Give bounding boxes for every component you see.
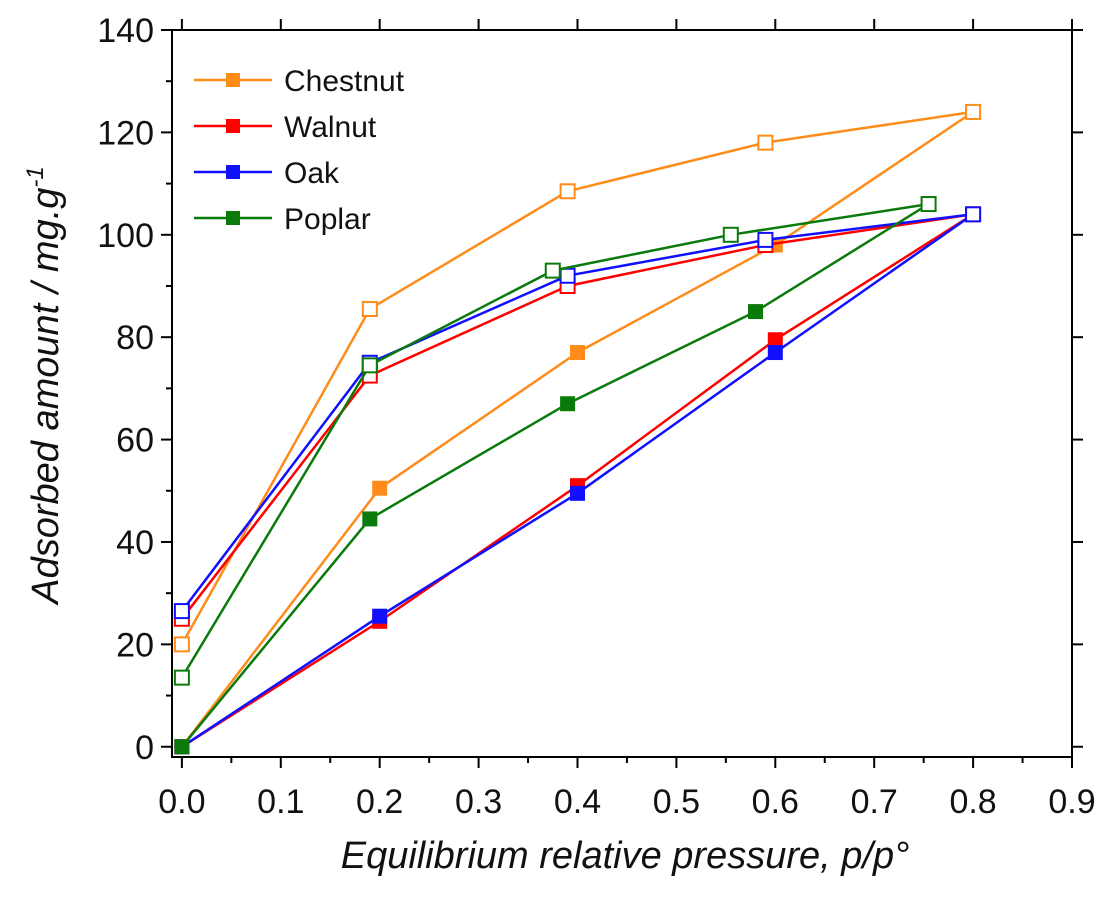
oak-desorption-point <box>965 206 982 223</box>
poplar-adsorption-point <box>174 739 190 755</box>
oak-adsorption-point <box>569 485 585 501</box>
poplar-desorption-point <box>920 196 937 213</box>
chestnut-adsorption-point <box>569 345 585 361</box>
poplar-adsorption-point <box>560 396 576 412</box>
oak-desorption-point <box>559 267 576 284</box>
chestnut-desorption-point <box>361 301 378 318</box>
x-tick-label: 0.5 <box>653 783 700 821</box>
x-tick-label: 0.2 <box>356 783 403 821</box>
chestnut-desorption-point <box>173 636 190 653</box>
chestnut-desorption-point <box>559 183 576 200</box>
y-tick-label: 20 <box>116 626 154 664</box>
x-tick-label: 0.8 <box>949 783 996 821</box>
poplar-desorption-point <box>722 226 739 243</box>
y-tick-label: 100 <box>97 217 154 255</box>
poplar-desorption-point <box>173 669 190 686</box>
y-axis-title-main: Adsorbed amount / mg.g <box>25 188 67 606</box>
oak-desorption-point <box>757 231 774 248</box>
y-axis-title: Adsorbed amount / mg.g-1 <box>22 166 67 605</box>
poplar-adsorption-point <box>748 304 764 320</box>
oak-desorption-point <box>173 603 190 620</box>
y-tick-label: 60 <box>116 422 154 460</box>
y-tick-label: 80 <box>116 319 154 357</box>
legend-marker-poplar <box>226 211 240 225</box>
series-layer <box>173 103 982 755</box>
oak-adsorption-point <box>767 345 783 361</box>
chestnut-desorption-point <box>965 103 982 120</box>
legend-label-chestnut: Chestnut <box>284 65 405 98</box>
legend-label-poplar: Poplar <box>284 203 371 236</box>
x-tick-label: 0.4 <box>554 783 601 821</box>
legend-marker-oak <box>226 165 240 179</box>
x-tick-label: 0.1 <box>257 783 304 821</box>
y-tick-label: 140 <box>97 12 154 50</box>
plot-frame <box>171 29 1073 758</box>
y-tick-label: 40 <box>116 524 154 562</box>
y-axis-title-superscript: -1 <box>22 166 49 187</box>
x-axis-title: Equilibrium relative pressure, p/p° <box>341 835 910 877</box>
y-tick-label: 0 <box>135 729 154 767</box>
axes-layer: 0.0 0.1 0.2 0.3 0.4 0.5 0.6 0.7 0.8 0.9 0 20 40 60 80 1… <box>97 12 1095 821</box>
x-tick-label: 0.9 <box>1048 783 1095 821</box>
chestnut-desorption-point <box>757 134 774 151</box>
legend: Chestnut Walnut Oak Poplar <box>194 65 405 236</box>
x-tick-label: 0.3 <box>455 783 502 821</box>
x-tick-label: 0.0 <box>158 783 205 821</box>
oak-adsorption-point <box>372 608 388 624</box>
y-tick-label: 120 <box>97 114 154 152</box>
series-chestnut <box>173 103 982 755</box>
x-tick-label: 0.7 <box>851 783 898 821</box>
walnut-adsorption-point <box>767 332 783 348</box>
series-poplar <box>173 196 937 755</box>
legend-marker-walnut <box>226 119 240 133</box>
legend-marker-chestnut <box>226 73 240 87</box>
legend-label-oak: Oak <box>284 157 340 190</box>
poplar-desorption-point <box>544 262 561 279</box>
x-tick-label: 0.6 <box>752 783 799 821</box>
poplar-adsorption-point <box>362 511 378 527</box>
poplar-desorption-point <box>361 357 378 374</box>
chestnut-adsorption-point <box>372 480 388 496</box>
legend-label-walnut: Walnut <box>284 111 377 144</box>
